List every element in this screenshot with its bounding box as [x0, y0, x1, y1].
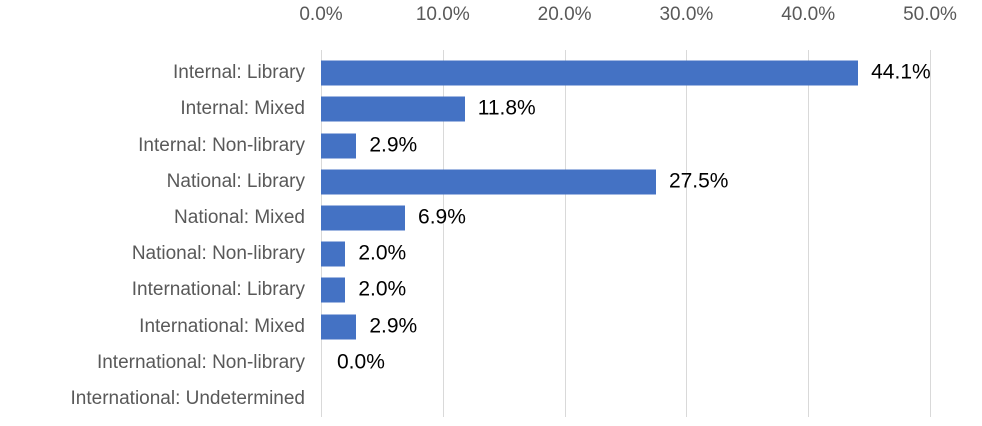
value-label: 0.0% [337, 350, 385, 374]
gridline [442, 50, 444, 417]
bar [321, 314, 357, 339]
bar [321, 133, 357, 158]
axis-tick-label: 20.0% [537, 4, 592, 25]
value-label: 11.8% [477, 96, 536, 120]
category-label: Internal: Non-library [138, 134, 305, 156]
category-label: Internal: Mixed [180, 98, 305, 120]
value-label: 27.5% [668, 169, 729, 193]
bar [321, 241, 346, 267]
value-label: 44.1% [871, 60, 931, 84]
axis-tick-label: 40.0% [781, 4, 836, 25]
category-label: National: Mixed [174, 206, 305, 228]
axis-tick-label: 30.0% [659, 4, 714, 25]
category-label: Internal: Library [172, 62, 305, 84]
value-label: 2.0% [358, 241, 407, 265]
category-label: International: Non-library [96, 351, 305, 373]
gridline [321, 50, 322, 417]
gridline [686, 50, 688, 417]
category-label: National: Non-library [131, 243, 305, 265]
category-label: National: Library [166, 170, 305, 192]
gridline [808, 50, 810, 417]
bar [321, 96, 465, 122]
bar [321, 205, 406, 231]
value-label: 6.9% [418, 205, 466, 229]
bar [321, 169, 656, 195]
gridline [930, 50, 931, 417]
value-label: 2.9% [369, 133, 418, 157]
value-label: 2.9% [369, 314, 418, 338]
value-label: 2.0% [358, 277, 407, 301]
bar [321, 277, 346, 303]
axis-tick-label: 0.0% [299, 4, 343, 25]
category-label: International: Undetermined [70, 387, 305, 409]
category-label: International: Mixed [139, 315, 305, 337]
category-label: International: Library [131, 279, 305, 301]
axis-tick-label: 50.0% [903, 4, 957, 25]
bar [321, 60, 859, 86]
gridline [564, 50, 566, 417]
axis-tick-label: 10.0% [415, 4, 470, 25]
